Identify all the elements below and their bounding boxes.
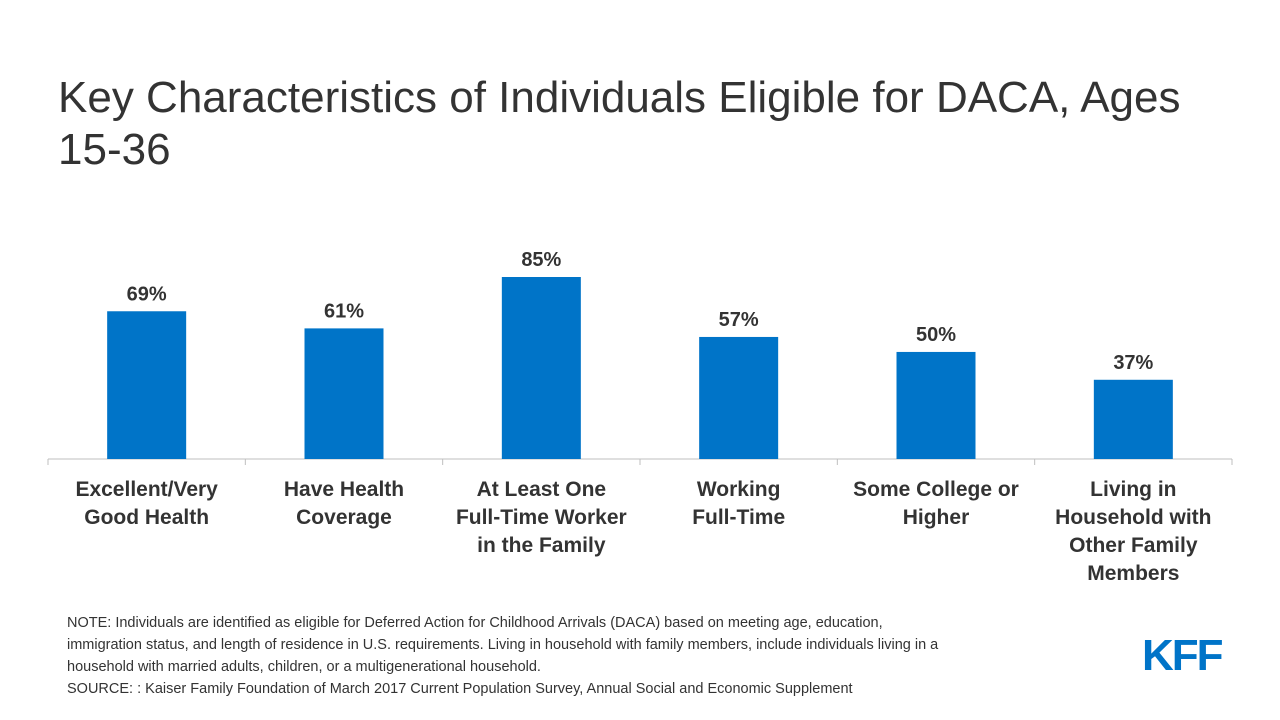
category-label-1: Excellent/Very — [75, 478, 218, 501]
category-label-3: At Least One — [477, 478, 607, 501]
kff-logo: KFF — [1142, 631, 1224, 680]
data-label-6: 37% — [1113, 352, 1153, 374]
bar-4 — [699, 336, 779, 459]
bar-chart: 69% Excellent/Very Good Health 61% Have Heal… — [47, 249, 1233, 585]
bar-2 — [304, 328, 384, 459]
source-text: SOURCE: : Kaiser Family Foundation of Ma… — [67, 681, 853, 697]
note-line-2: immigration status, and length of reside… — [67, 637, 939, 653]
data-label-1: 69% — [127, 283, 167, 305]
category-label-5: Higher — [903, 506, 970, 529]
bar-3 — [501, 277, 581, 459]
bar-6 — [1093, 379, 1173, 459]
category-label-6: Living in — [1090, 478, 1176, 501]
data-label-2: 61% — [324, 300, 364, 322]
note-line-3: household with married adults, children,… — [67, 659, 541, 675]
category-label-4: Working — [697, 478, 781, 501]
category-label-2: Coverage — [296, 506, 392, 529]
category-label-4: Full-Time — [692, 506, 785, 529]
category-label-1: Good Health — [84, 506, 209, 529]
category-label-6: Household with — [1055, 506, 1211, 529]
data-label-3: 85% — [521, 249, 561, 271]
data-label-5: 50% — [916, 324, 956, 346]
chart-title: Key Characteristics of Individuals Eligi… — [58, 73, 1181, 174]
category-label-6: Members — [1087, 562, 1179, 585]
category-label-3: Full-Time Worker — [456, 506, 627, 529]
category-label-2: Have Health — [284, 478, 404, 501]
note-line-1: NOTE: Individuals are identified as elig… — [67, 615, 883, 631]
category-label-6: Other Family — [1069, 534, 1198, 557]
category-label-3: in the Family — [477, 534, 606, 557]
bar-5 — [896, 351, 976, 459]
chart-notes: NOTE: Individuals are identified as elig… — [67, 612, 1112, 700]
bar-1 — [107, 311, 187, 459]
category-label-5: Some College or — [853, 478, 1019, 501]
data-label-4: 57% — [719, 309, 759, 331]
